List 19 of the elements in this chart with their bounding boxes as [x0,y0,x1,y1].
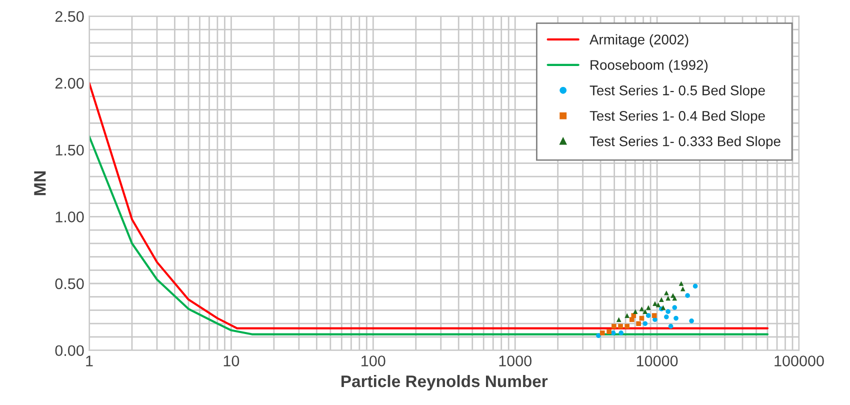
y-tick-label: 2.00 [55,78,84,89]
y-tick-label: 1.50 [56,144,84,156]
x-tick-label: 1 [86,356,93,366]
x-tick-label: 1000 [499,356,532,366]
legend-label: Test Series 1- 0.4 Bed Slope [590,110,765,124]
x-tick-label: 100000 [774,356,824,366]
legend-label: Rooseboom (1992) [590,60,708,73]
y-tick-label: 0.50 [55,278,84,290]
legend-label: Armitage (2002) [590,34,688,48]
y-tick-label: 1.00 [56,212,84,222]
x-tick-label: 10000 [636,356,678,366]
x-axis-title: Particle Reynolds Number [342,374,548,391]
y-tick-label: 0.00 [55,345,84,356]
x-tick-label: 100 [362,356,386,366]
y-axis-title: MN [34,171,46,196]
legend-label: Test Series 1- 0.5 Bed Slope [590,85,765,98]
y-tick-label: 2.50 [55,11,84,22]
x-tick-label: 10 [224,356,240,366]
legend-label: Test Series 1- 0.333 Bed Slope [590,136,780,149]
